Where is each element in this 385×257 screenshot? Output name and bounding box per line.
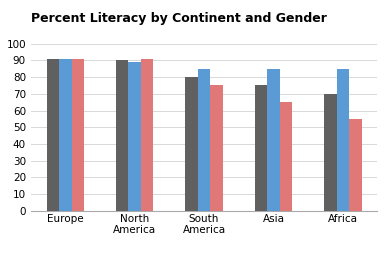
Bar [210,85,223,211]
Bar [185,77,198,211]
Bar [324,94,336,211]
Bar [198,69,210,211]
Bar [336,69,349,211]
Text: Percent Literacy by Continent and Gender: Percent Literacy by Continent and Gender [31,12,327,25]
Bar [349,119,362,211]
Bar [280,102,292,211]
Bar [141,59,153,211]
Bar [59,59,72,211]
Bar [116,60,129,211]
Bar [72,59,84,211]
Bar [255,85,267,211]
Bar [267,69,280,211]
Bar [129,62,141,211]
Bar [47,59,59,211]
